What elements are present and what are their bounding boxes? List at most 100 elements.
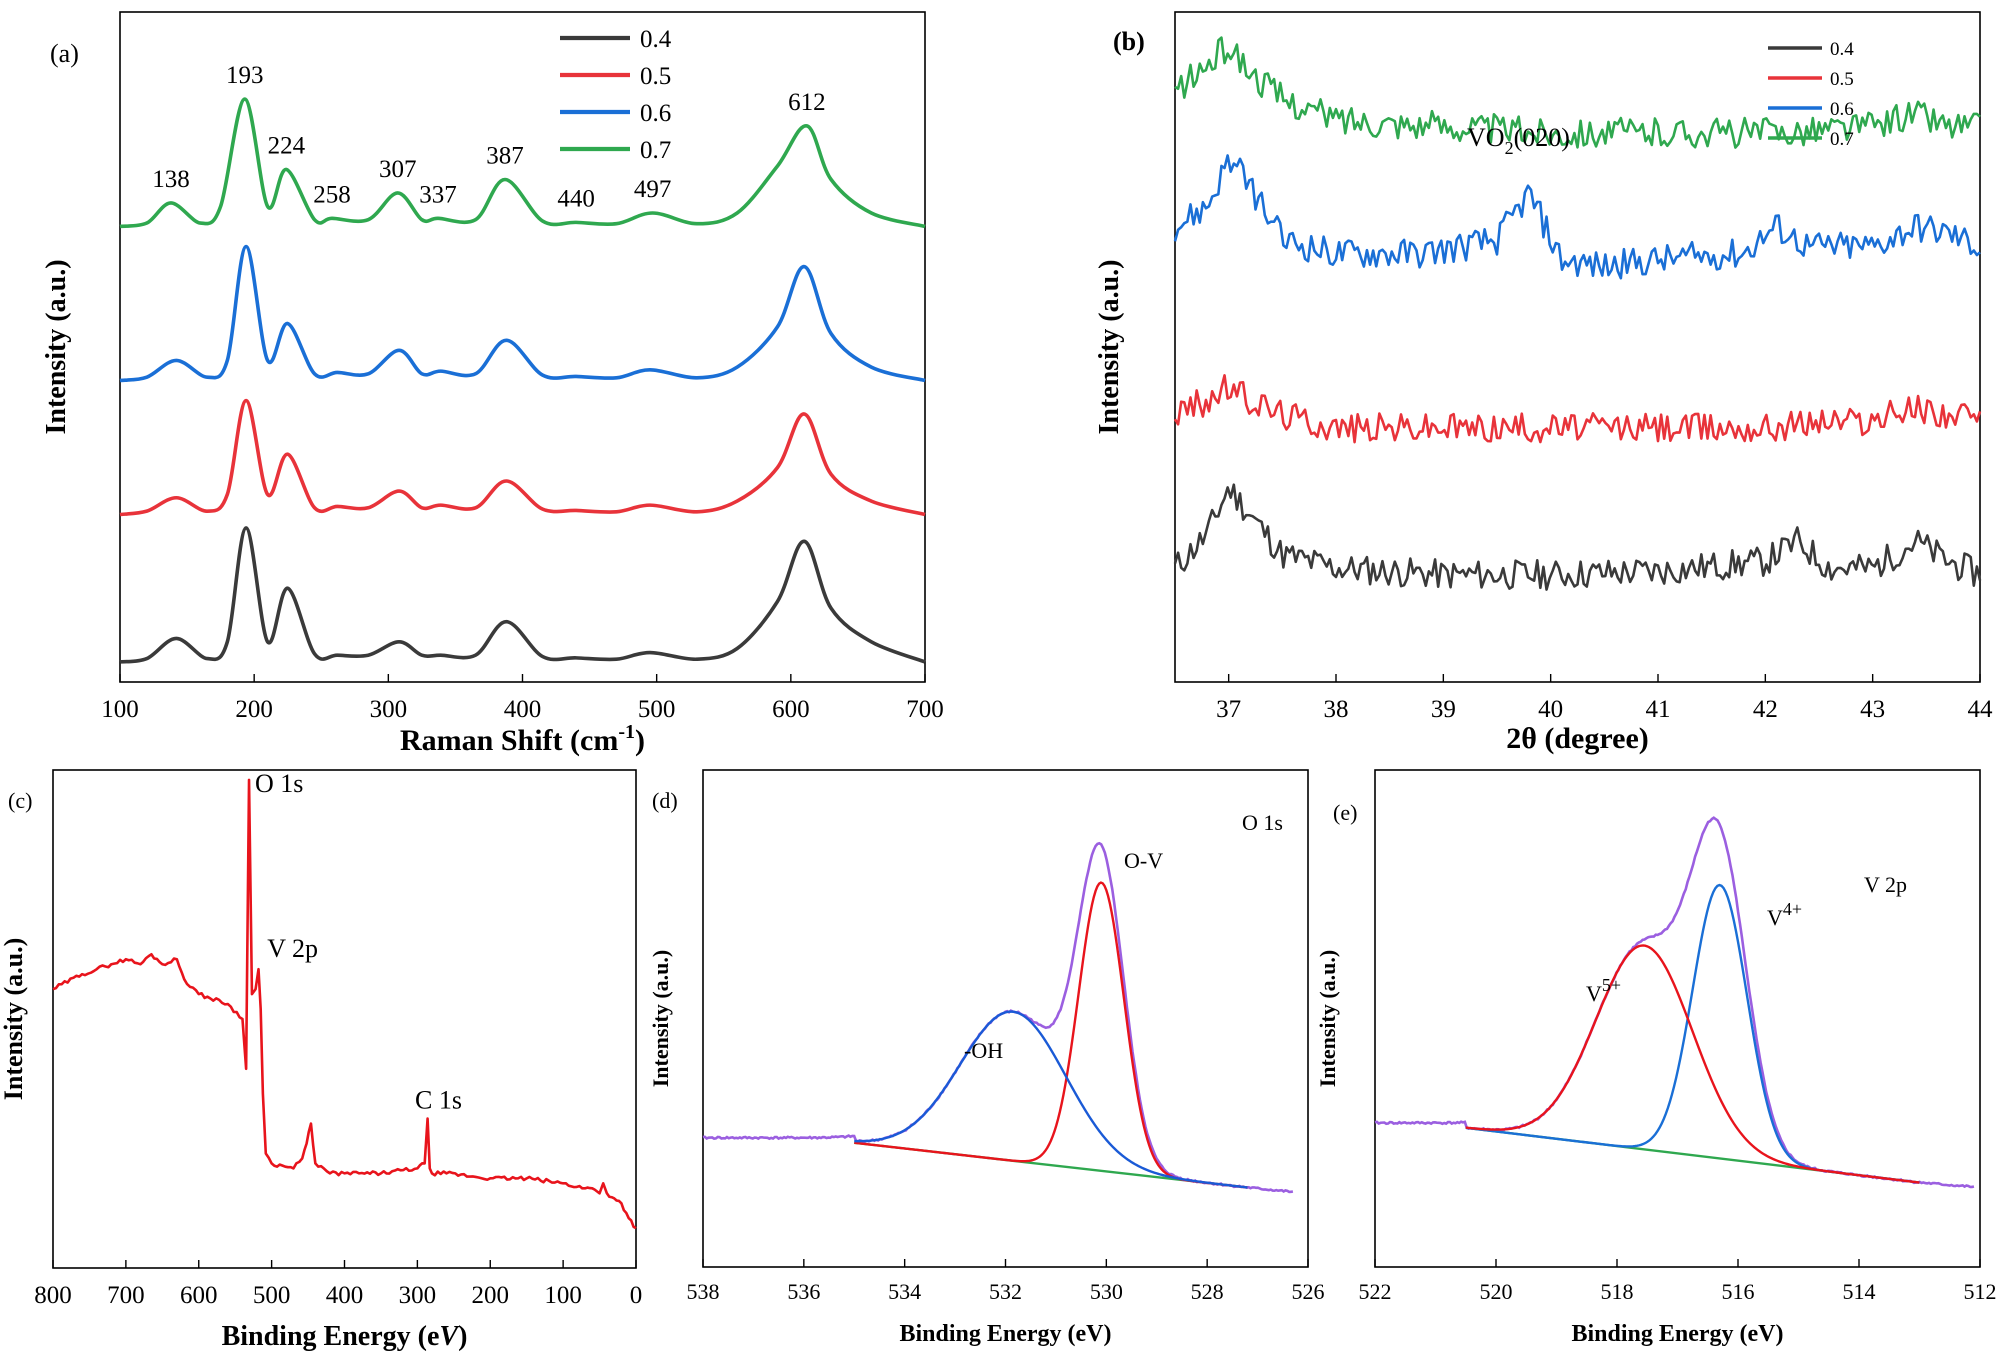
series-line-0.5 [119, 398, 926, 517]
panel-title: V 2p [1864, 872, 1907, 897]
x-tick-label: 516 [1722, 1279, 1755, 1304]
component-label-main: V [1767, 905, 1783, 930]
panel-label: (b) [1113, 27, 1145, 56]
x-tick-label: 522 [1359, 1279, 1392, 1304]
x-tick-label: 400 [326, 1282, 364, 1309]
series-line-0.7 [1174, 36, 1981, 149]
x-tick-label: 600 [180, 1282, 218, 1309]
peak-label: 612 [788, 89, 826, 116]
x-axis-label: 2θ (degree) [1506, 722, 1649, 755]
x-tick-label: 100 [101, 696, 139, 723]
peak-label: 337 [419, 181, 457, 208]
x-tick-label: 600 [772, 696, 810, 723]
x-axis-label-main: Binding Energy (e [222, 1321, 440, 1352]
x-tick-label: 400 [504, 696, 542, 723]
x-axis-label-main: Raman Shift (cm [400, 724, 618, 757]
x-tick-label: 300 [399, 1282, 437, 1309]
peak-label: 258 [313, 181, 351, 208]
peak-label: V 2p [267, 934, 318, 963]
peak-label: 224 [268, 132, 306, 159]
legend-label: 0.7 [1830, 129, 1854, 150]
series-line-0.4 [119, 526, 926, 664]
legend-label: 0.5 [640, 63, 671, 90]
x-tick-label: 512 [1964, 1279, 1997, 1304]
peak-label: 440 [557, 185, 595, 212]
component-label: V5+ [1586, 975, 1621, 1006]
plot-frame [1174, 11, 1981, 683]
panel-c-xps-survey: 800 700 600 500 400 300 200 100 0 Intensity (a.u.… [0, 769, 642, 1352]
x-tick-label: 300 [370, 696, 408, 723]
panel-label: (e) [1333, 800, 1357, 825]
series-line-0.6 [1173, 154, 1981, 280]
component-label-main: V [1586, 981, 1602, 1006]
x-tick-label: 800 [34, 1282, 72, 1309]
y-axis-label: Intensity (a.u.) [0, 938, 28, 1101]
component-label-sup: 4+ [1783, 899, 1802, 919]
peak-label: 307 [379, 156, 417, 183]
panel-label: (d) [652, 788, 678, 813]
legend-label: 0.4 [1830, 39, 1854, 60]
x-tick-label: 200 [235, 696, 273, 723]
plot-frame [1374, 769, 1981, 1268]
panel-e-xps-v2p: 522 520 518 516 514 512 Intensity (a.u.) Bindin… [1315, 769, 1997, 1347]
legend-label: 0.4 [640, 26, 672, 53]
x-axis-label-italic: V [439, 1321, 460, 1352]
peak-label: 138 [152, 166, 190, 193]
x-tick-label: 100 [544, 1282, 582, 1309]
x-tick-label: 500 [638, 696, 676, 723]
x-axis-label: Binding Energy (eV) [222, 1321, 468, 1352]
panel-a-raman: 100 200 300 400 500 600 700 Intensity (a.u.) Ram… [41, 11, 944, 757]
annotation-sub: 2 [1505, 138, 1514, 158]
x-tick-label: 38 [1324, 696, 1349, 723]
panel-b-xrd: 37 38 39 40 41 42 43 44 Intensity (a.u.) 2θ (degr… [1094, 11, 1994, 755]
x-tick-label: 39 [1431, 696, 1456, 723]
x-axis-label-tail: ) [635, 724, 645, 757]
peak-label: C 1s [415, 1086, 462, 1115]
x-axis-label-tail: ) [458, 1321, 467, 1352]
panel-d-xps-o1s: 538 536 534 532 530 528 526 Intensity (a.u.) Bin… [648, 769, 1325, 1347]
component-label-sup: 5+ [1602, 975, 1621, 995]
x-tick-label: 700 [107, 1282, 145, 1309]
y-axis-label: Intensity (a.u.) [648, 950, 673, 1088]
legend-label: 0.6 [640, 100, 671, 127]
x-tick-label: 500 [253, 1282, 291, 1309]
peak-label: O 1s [255, 769, 303, 798]
x-tick-label: 528 [1191, 1279, 1224, 1304]
x-tick-label: 44 [1968, 696, 1994, 723]
x-axis-label: Binding Energy (eV) [899, 1321, 1111, 1347]
panel-label: (c) [8, 788, 32, 813]
panel-label: (a) [50, 39, 79, 68]
x-axis-label: Binding Energy (eV) [1571, 1321, 1783, 1347]
component-label-main: O-V [1124, 848, 1163, 873]
x-tick-label: 532 [989, 1279, 1022, 1304]
x-tick-label: 536 [787, 1279, 820, 1304]
annotation-main: VO [1467, 123, 1505, 152]
legend-label: 0.5 [1830, 69, 1854, 90]
x-tick-label: 0 [630, 1282, 643, 1309]
x-axis-label-sup: -1 [618, 721, 635, 743]
component-label: -OH [964, 1038, 1003, 1063]
legend-label: 0.6 [1830, 99, 1854, 120]
x-tick-label: 700 [906, 696, 944, 723]
y-axis-label: Intensity (a.u.) [41, 259, 72, 434]
component-label: V4+ [1767, 899, 1802, 930]
annotation-tail: (020) [1514, 123, 1570, 152]
peak-label: 193 [226, 62, 264, 89]
series-line--OH [854, 1010, 1248, 1189]
x-tick-label: 520 [1480, 1279, 1513, 1304]
x-tick-label: 534 [888, 1279, 921, 1304]
series-line-0.4 [1173, 483, 1982, 591]
panel-title: O 1s [1242, 810, 1283, 835]
series-line-0.6 [119, 244, 926, 383]
y-axis-label: Intensity (a.u.) [1094, 259, 1125, 434]
component-label-main: -OH [964, 1038, 1003, 1063]
series-line-survey [52, 778, 637, 1230]
x-tick-label: 42 [1753, 696, 1778, 723]
x-tick-label: 538 [687, 1279, 720, 1304]
peak-label: 497 [634, 176, 672, 203]
x-axis-label: Raman Shift (cm-1) [400, 721, 645, 757]
x-tick-label: 526 [1292, 1279, 1325, 1304]
x-tick-label: 41 [1646, 696, 1671, 723]
x-tick-label: 530 [1090, 1279, 1123, 1304]
